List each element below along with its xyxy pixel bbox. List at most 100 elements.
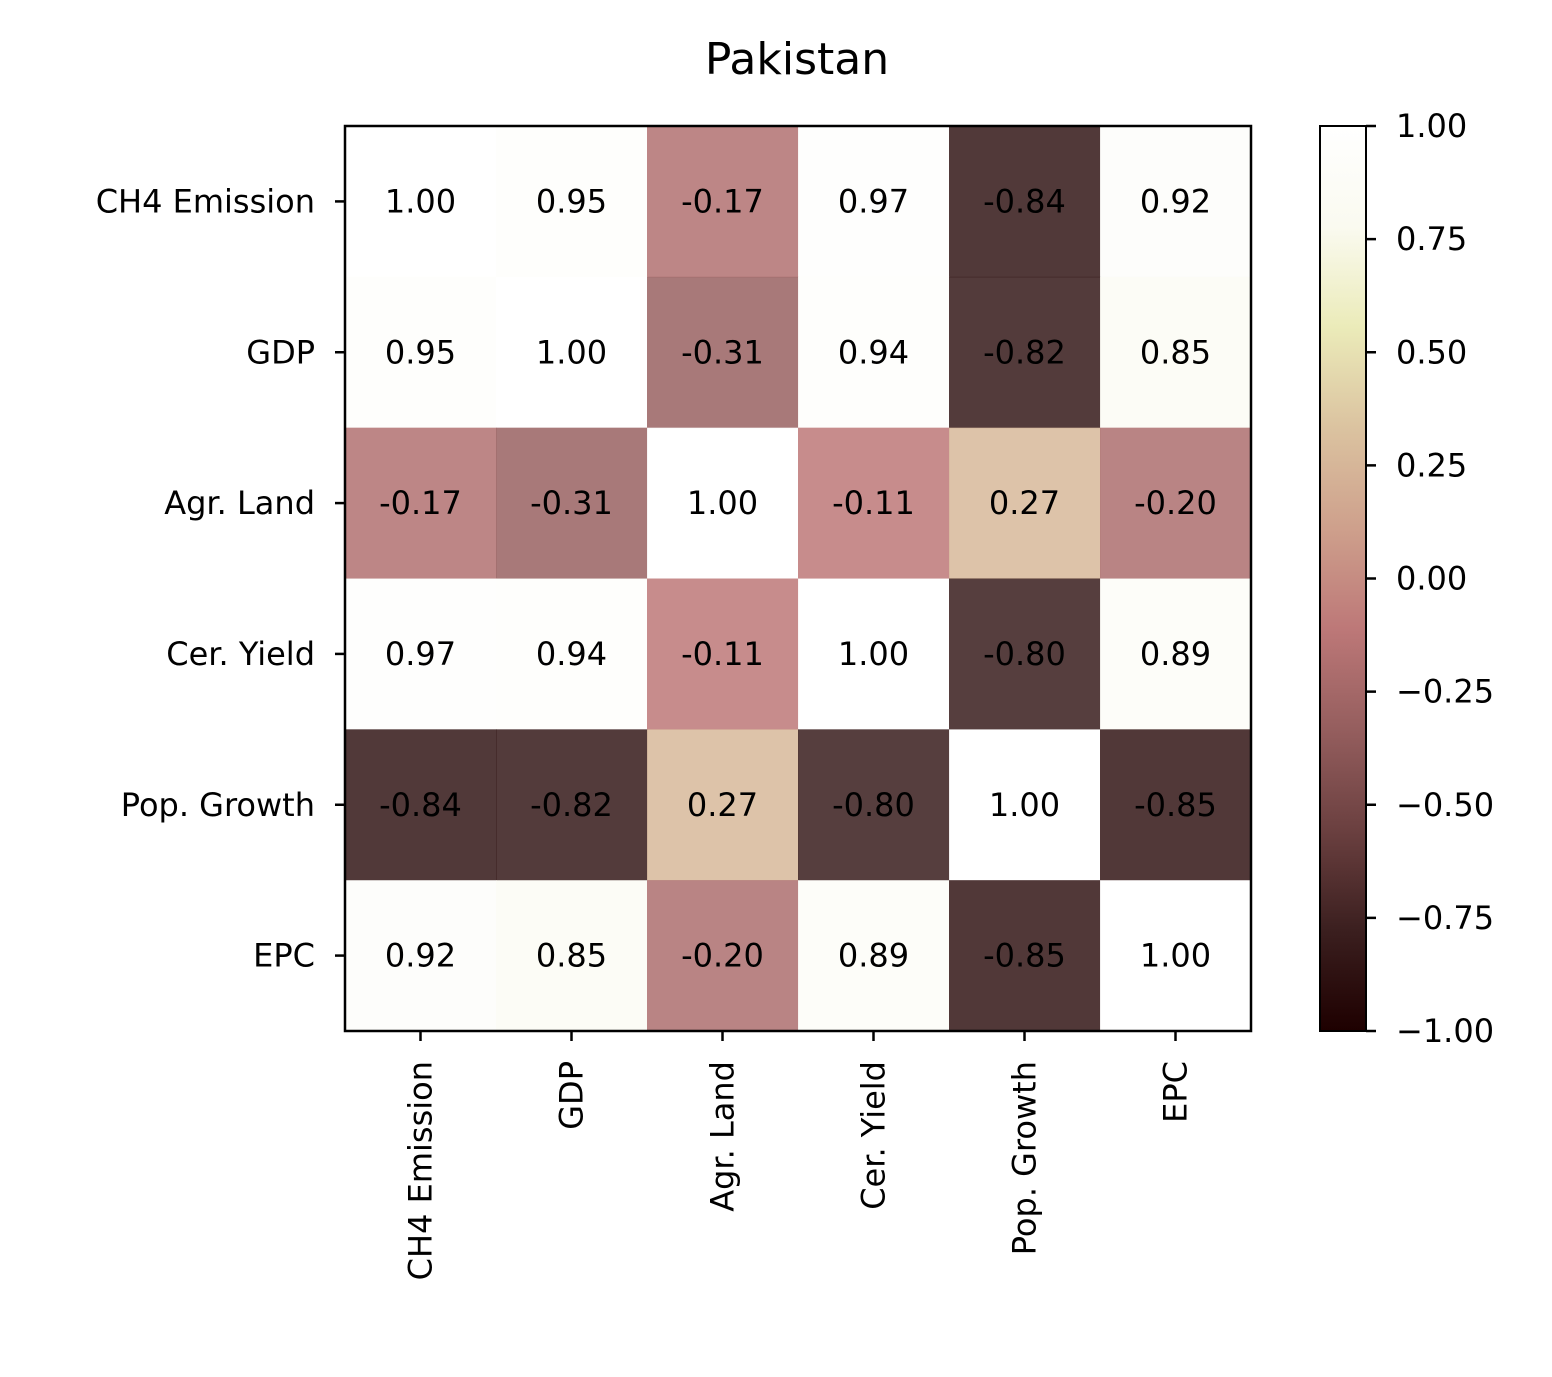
heatmap-cell bbox=[1100, 578, 1252, 730]
cell-value-label: -0.17 bbox=[379, 484, 462, 522]
x-tick-label: CH4 Emission bbox=[402, 1061, 440, 1280]
heatmap-cell bbox=[496, 729, 648, 881]
heatmap-cell bbox=[496, 126, 648, 278]
colorbar-axis: 1.00 0.75 0.50 0.25 0.00 −0.25 −0.50 −0.75 −1.00 bbox=[1366, 107, 1494, 1050]
cell-value-label: 0.97 bbox=[385, 635, 456, 673]
cell-value-label: -0.17 bbox=[681, 182, 764, 220]
heatmap-cell bbox=[798, 126, 950, 278]
cell-value-label: 1.00 bbox=[536, 333, 607, 371]
heatmap-cell bbox=[496, 276, 648, 429]
cell-value-label: 0.97 bbox=[838, 182, 909, 220]
heatmap-cell bbox=[949, 578, 1101, 730]
cell-value-label: 0.89 bbox=[838, 937, 909, 975]
cell-value-label: 0.85 bbox=[1140, 333, 1211, 371]
heatmap-cell bbox=[949, 880, 1101, 1032]
colorbar-tick-label: 1.00 bbox=[1396, 107, 1467, 145]
heatmap-cells bbox=[345, 126, 1252, 1032]
cell-value-label: -0.20 bbox=[681, 937, 764, 975]
cell-value-label: 0.95 bbox=[536, 182, 607, 220]
y-tick-label: Cer. Yield bbox=[166, 635, 315, 673]
cell-value-label: 0.92 bbox=[1140, 182, 1211, 220]
heatmap-cell bbox=[798, 427, 950, 579]
cell-value-label: 0.89 bbox=[1140, 635, 1211, 673]
cell-value-label: 0.94 bbox=[536, 635, 607, 673]
y-axis: CH4 Emission GDP Agr. Land Cer. Yield Pop. G… bbox=[96, 182, 345, 975]
heatmap-cell bbox=[1100, 276, 1252, 429]
chart-title: Pakistan bbox=[705, 34, 889, 85]
cell-value-label: -0.82 bbox=[530, 786, 613, 824]
cell-value-label: 1.00 bbox=[385, 182, 456, 220]
heatmap-cell bbox=[345, 126, 497, 278]
x-tick-label: Pop. Growth bbox=[1006, 1061, 1044, 1255]
cell-value-label: 0.94 bbox=[838, 333, 909, 371]
heatmap-cell bbox=[798, 880, 950, 1032]
heatmap-cell bbox=[345, 276, 497, 429]
cell-value-label: -0.85 bbox=[1134, 786, 1217, 824]
y-tick-label: Agr. Land bbox=[164, 484, 315, 522]
heatmap-cell bbox=[949, 729, 1101, 881]
colorbar-tick-label: 0.50 bbox=[1396, 333, 1467, 371]
x-axis: CH4 Emission GDP Agr. Land Cer. Yield Pop. G… bbox=[402, 1031, 1195, 1280]
y-tick-label: CH4 Emission bbox=[96, 182, 315, 220]
heatmap-cell bbox=[949, 276, 1101, 429]
x-tick-label: Agr. Land bbox=[704, 1061, 742, 1212]
cell-value-label: -0.82 bbox=[983, 333, 1066, 371]
cell-value-label: -0.31 bbox=[681, 333, 764, 371]
cell-value-label: 0.92 bbox=[385, 937, 456, 975]
heatmap-cell bbox=[647, 880, 799, 1032]
colorbar-tick-label: −1.00 bbox=[1396, 1012, 1494, 1050]
heatmap-cell bbox=[949, 427, 1101, 579]
x-tick-label: GDP bbox=[553, 1061, 591, 1130]
heatmap-cell-labels: 1.00 0.95 -0.17 0.97 -0.84 0.92 0.95 1.00 -0.31 0… bbox=[379, 182, 1217, 974]
colorbar-tick-label: −0.75 bbox=[1396, 899, 1494, 937]
heatmap-cell bbox=[647, 729, 799, 881]
heatmap-cell bbox=[949, 126, 1101, 278]
heatmap-cell bbox=[798, 276, 950, 429]
cell-value-label: 1.00 bbox=[838, 635, 909, 673]
y-tick-label: EPC bbox=[253, 937, 315, 975]
heatmap-cell bbox=[345, 578, 497, 730]
colorbar-tick-label: 0.75 bbox=[1396, 220, 1467, 258]
cell-value-label: 1.00 bbox=[989, 786, 1060, 824]
cell-value-label: 0.27 bbox=[989, 484, 1060, 522]
cell-value-label: -0.80 bbox=[983, 635, 1066, 673]
heatmap-cell bbox=[1100, 880, 1252, 1032]
cell-value-label: 1.00 bbox=[1140, 937, 1211, 975]
heatmap-cell bbox=[345, 729, 497, 881]
colorbar bbox=[1319, 125, 1367, 1032]
y-tick-label: Pop. Growth bbox=[121, 786, 315, 824]
cell-value-label: 1.00 bbox=[687, 484, 758, 522]
x-tick-label: EPC bbox=[1157, 1061, 1195, 1123]
heatmap-cell bbox=[345, 880, 497, 1032]
cell-value-label: -0.84 bbox=[379, 786, 462, 824]
heatmap-cell bbox=[345, 427, 497, 579]
heatmap-cell bbox=[647, 126, 799, 278]
cell-value-label: -0.20 bbox=[1134, 484, 1217, 522]
cell-value-label: 0.27 bbox=[687, 786, 758, 824]
cell-value-label: -0.11 bbox=[832, 484, 915, 522]
x-tick-label: Cer. Yield bbox=[855, 1061, 893, 1210]
heatmap-cell bbox=[1100, 427, 1252, 579]
colorbar-tick-label: 0.25 bbox=[1396, 446, 1467, 484]
heatmap-cell bbox=[496, 427, 648, 579]
colorbar-tick-label: −0.25 bbox=[1396, 673, 1494, 711]
y-tick-label: GDP bbox=[246, 333, 315, 371]
cell-value-label: 0.95 bbox=[385, 333, 456, 371]
heatmap-cell bbox=[1100, 126, 1252, 278]
cell-value-label: -0.80 bbox=[832, 786, 915, 824]
heatmap-cell bbox=[496, 880, 648, 1032]
heatmap-frame bbox=[343, 124, 1253, 1033]
heatmap-cell bbox=[798, 729, 950, 881]
colorbar-tick-label: 0.00 bbox=[1396, 560, 1467, 598]
colorbar-tick-label: −0.50 bbox=[1396, 786, 1494, 824]
cell-value-label: -0.85 bbox=[983, 937, 1066, 975]
heatmap-cell bbox=[647, 276, 799, 429]
cell-value-label: -0.84 bbox=[983, 182, 1066, 220]
cell-value-label: -0.31 bbox=[530, 484, 613, 522]
cell-value-label: -0.11 bbox=[681, 635, 764, 673]
heatmap-cell bbox=[647, 427, 799, 579]
heatmap-cell bbox=[1100, 729, 1252, 881]
heatmap-cell bbox=[798, 578, 950, 730]
cell-value-label: 0.85 bbox=[536, 937, 607, 975]
